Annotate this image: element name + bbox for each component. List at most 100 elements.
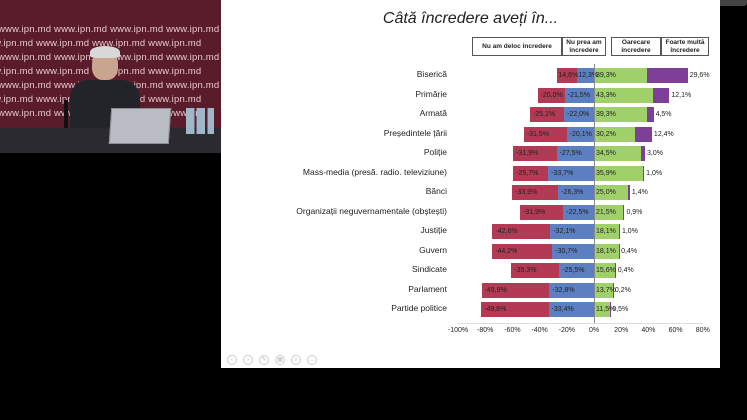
data-label: 4,5% <box>655 111 672 118</box>
bar-segment <box>609 302 611 317</box>
data-label: -31,5% <box>526 130 549 138</box>
data-label: 0,9% <box>626 208 643 216</box>
data-label: -31,9% <box>523 208 546 216</box>
category-label: Guvern <box>419 244 447 255</box>
bar-segment <box>618 224 620 239</box>
category-label: Bănci <box>425 186 447 196</box>
bar-segment <box>523 126 567 142</box>
data-label: -30,7% <box>555 247 578 255</box>
bar-segment <box>513 146 557 161</box>
data-label: 3,0% <box>647 150 663 157</box>
data-label: 30,2% <box>596 130 616 138</box>
watermark-row: www.ipn.md www.ipn.md www.ipn.md www.ipn… <box>0 38 202 49</box>
bar-segment <box>612 282 614 298</box>
bar-segment <box>552 243 594 259</box>
data-label: 18,1% <box>596 228 616 235</box>
watermark-row: www.ipn.md www.ipn.md www.ipn.md www.ipn… <box>0 24 220 35</box>
data-label: 11,5% <box>596 306 616 313</box>
data-label: -49,9% <box>484 286 507 294</box>
microphone <box>64 100 68 130</box>
data-label: -20,1% <box>569 130 592 138</box>
data-label: 0,4% <box>617 267 634 274</box>
bar-segment <box>652 87 670 103</box>
x-tick-label: 40% <box>641 326 656 334</box>
bar-segment <box>520 204 564 220</box>
data-label: -32,1% <box>553 228 576 235</box>
data-label: -26,3% <box>561 189 584 196</box>
category-label: Organizații neguvernamentale (obștești) <box>296 205 447 216</box>
data-label: 15,6% <box>596 267 616 274</box>
laptop <box>108 108 172 144</box>
bar-segment <box>594 87 653 103</box>
pen-icon[interactable]: ✎ <box>259 355 269 365</box>
category-label: Sindicate <box>412 264 447 274</box>
bar-segment <box>512 185 559 200</box>
data-label: -35,3% <box>514 267 537 274</box>
data-label: 14,6% <box>558 72 579 79</box>
prev-slide-icon[interactable]: ‹ <box>227 355 237 365</box>
bar-segment <box>594 282 613 298</box>
data-label: -22,0% <box>567 111 590 118</box>
data-label: -33,4% <box>551 306 574 313</box>
data-label: 0,4% <box>621 247 638 255</box>
bar-segment <box>642 165 645 181</box>
bar-segment <box>594 146 641 161</box>
x-tick-label: 80% <box>695 326 710 334</box>
bar-segment <box>628 185 630 200</box>
data-label: -31,9% <box>516 150 539 157</box>
bar-segment <box>557 68 578 83</box>
bar-segment <box>564 107 594 122</box>
bar-segment <box>548 165 594 181</box>
data-label: 1,0% <box>621 228 638 235</box>
bar-segment <box>548 302 594 317</box>
data-label: 25,0% <box>596 189 616 196</box>
x-tick-label: 60% <box>668 326 683 334</box>
legend-nu-prea: Nu prea am încredere <box>562 37 606 56</box>
bar-segment <box>529 107 565 122</box>
zoom-icon[interactable]: ⌕ <box>291 355 301 365</box>
x-tick-label: 20% <box>614 326 629 334</box>
bar-segment <box>647 68 688 83</box>
data-label: 35,9% <box>596 169 616 177</box>
data-label: -25,5% <box>562 267 585 274</box>
data-label: 39,3% <box>596 72 616 79</box>
category-label: Mass-media (presă. radio. televiziune) <box>302 166 447 177</box>
data-label: 39,3% <box>596 111 616 118</box>
bar-segment <box>615 263 616 278</box>
slides-grid-icon[interactable]: ▦ <box>275 355 285 365</box>
bar-segment <box>577 68 594 83</box>
bar-segment <box>635 126 652 142</box>
x-tick-label: -100% <box>447 326 469 334</box>
data-label: -22,5% <box>566 208 589 216</box>
data-label: 1,0% <box>646 169 663 177</box>
x-axis-line <box>458 322 703 324</box>
bar-segment <box>481 302 549 317</box>
data-label: -33,7% <box>551 169 574 177</box>
more-options-icon[interactable]: … <box>307 355 317 365</box>
x-tick-label: 0% <box>588 326 600 334</box>
data-label: -42,6% <box>495 228 518 235</box>
x-tick-label: -60% <box>504 326 521 334</box>
bar-segment <box>594 126 636 142</box>
category-label: Biserică <box>416 69 447 79</box>
data-label: -32,8% <box>552 286 575 294</box>
bar-segment <box>564 87 594 103</box>
data-label: 21,5% <box>596 208 616 216</box>
bar-segment <box>594 204 624 220</box>
bar-segment <box>559 263 594 278</box>
data-label: 12,3% <box>578 72 599 79</box>
data-label: -44,2% <box>495 247 518 255</box>
bar-segment <box>550 224 594 239</box>
chart-title: Câtă încredere aveți în... <box>382 10 559 27</box>
bar-segment <box>558 185 594 200</box>
presenter-hair <box>90 46 120 58</box>
category-label: Președintele țării <box>383 127 447 138</box>
data-label: 0,5% <box>612 306 629 313</box>
x-tick-label: -80% <box>477 326 494 334</box>
next-slide-icon[interactable]: › <box>243 355 253 365</box>
bar-segment <box>594 185 628 200</box>
bar-segment <box>618 243 620 259</box>
category-label: Partide politice <box>391 303 447 313</box>
bar-segment <box>594 224 619 239</box>
data-label: 12,1% <box>671 91 692 99</box>
